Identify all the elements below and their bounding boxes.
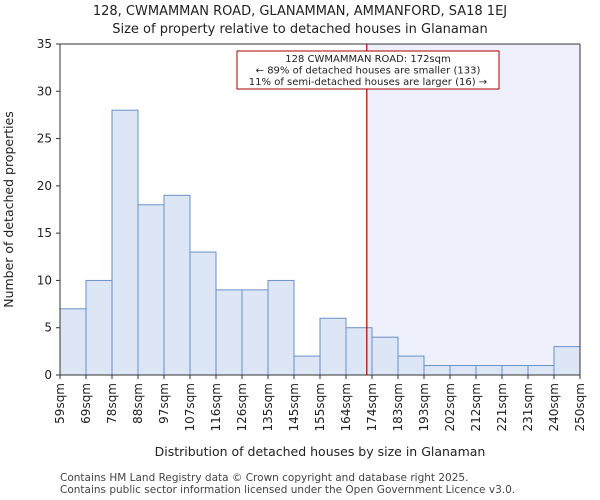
histogram-bar (293, 355, 321, 376)
x-tick-label: 202sqm (443, 383, 457, 431)
x-tick-label: 193sqm (417, 383, 431, 431)
histogram-bar (475, 365, 503, 376)
histogram-bar (189, 251, 217, 376)
x-tick-label: 240sqm (547, 383, 561, 431)
y-tick-label: 20 (37, 179, 52, 193)
histogram-bar (85, 279, 113, 376)
histogram-bar (397, 355, 425, 376)
histogram-bar (319, 317, 347, 376)
x-tick-label: 174sqm (365, 383, 379, 431)
histogram-bar (163, 194, 191, 376)
x-tick-label: 69sqm (79, 383, 93, 424)
histogram-bar (449, 365, 477, 376)
x-tick-label: 78sqm (105, 383, 119, 424)
x-axis-label: Distribution of detached houses by size … (155, 444, 486, 459)
y-tick-label: 15 (37, 226, 52, 240)
histogram-bar (345, 327, 373, 376)
x-tick-label: 107sqm (183, 383, 197, 431)
y-tick-label: 5 (44, 321, 52, 335)
annotation-line-2: ← 89% of detached houses are smaller (13… (256, 66, 481, 77)
y-tick-label: 35 (37, 37, 52, 51)
histogram-bar (215, 289, 243, 376)
footer-line-1: Contains HM Land Registry data © Crown c… (60, 472, 469, 484)
histogram-bar (501, 365, 529, 376)
histogram-bar (371, 336, 399, 376)
larger-region-shading (366, 44, 580, 375)
x-tick-label: 164sqm (339, 383, 353, 431)
x-tick-label: 183sqm (391, 383, 405, 431)
x-tick-label: 135sqm (261, 383, 275, 431)
histogram-bar (59, 308, 87, 376)
x-tick-label: 126sqm (235, 383, 249, 431)
x-tick-label: 59sqm (53, 383, 67, 424)
x-tick-label: 145sqm (287, 383, 301, 431)
y-tick-label: 25 (37, 132, 52, 146)
histogram-bar (423, 365, 451, 376)
y-axis-label: Number of detached properties (1, 111, 16, 308)
x-tick-label: 97sqm (157, 383, 171, 424)
chart-title: 128, CWMAMMAN ROAD, GLANAMMAN, AMMANFORD… (92, 4, 508, 19)
histogram-bar (137, 204, 165, 376)
y-tick-label: 10 (37, 273, 52, 287)
annotation-line-1: 128 CWMAMMAN ROAD: 172sqm (285, 54, 450, 65)
footer-line-2: Contains public sector information licen… (60, 484, 516, 496)
annotation-box (236, 50, 500, 90)
histogram-bar (553, 346, 581, 376)
x-tick-label: 88sqm (131, 383, 145, 424)
x-tick-label: 155sqm (313, 383, 327, 431)
y-tick-label: 0 (44, 368, 52, 382)
histogram-bar (267, 279, 295, 376)
chart-subtitle: Size of property relative to detached ho… (112, 22, 488, 37)
histogram-bar (241, 289, 269, 376)
x-tick-label: 116sqm (209, 383, 223, 431)
y-tick-label: 30 (37, 84, 52, 98)
x-tick-label: 231sqm (521, 383, 535, 431)
annotation-line-3: 11% of semi-detached houses are larger (… (249, 77, 487, 88)
histogram-bar (111, 109, 139, 376)
x-tick-label: 221sqm (495, 383, 509, 431)
x-tick-label: 250sqm (573, 383, 587, 431)
x-tick-label: 212sqm (469, 383, 483, 431)
histogram-bar (527, 365, 555, 376)
